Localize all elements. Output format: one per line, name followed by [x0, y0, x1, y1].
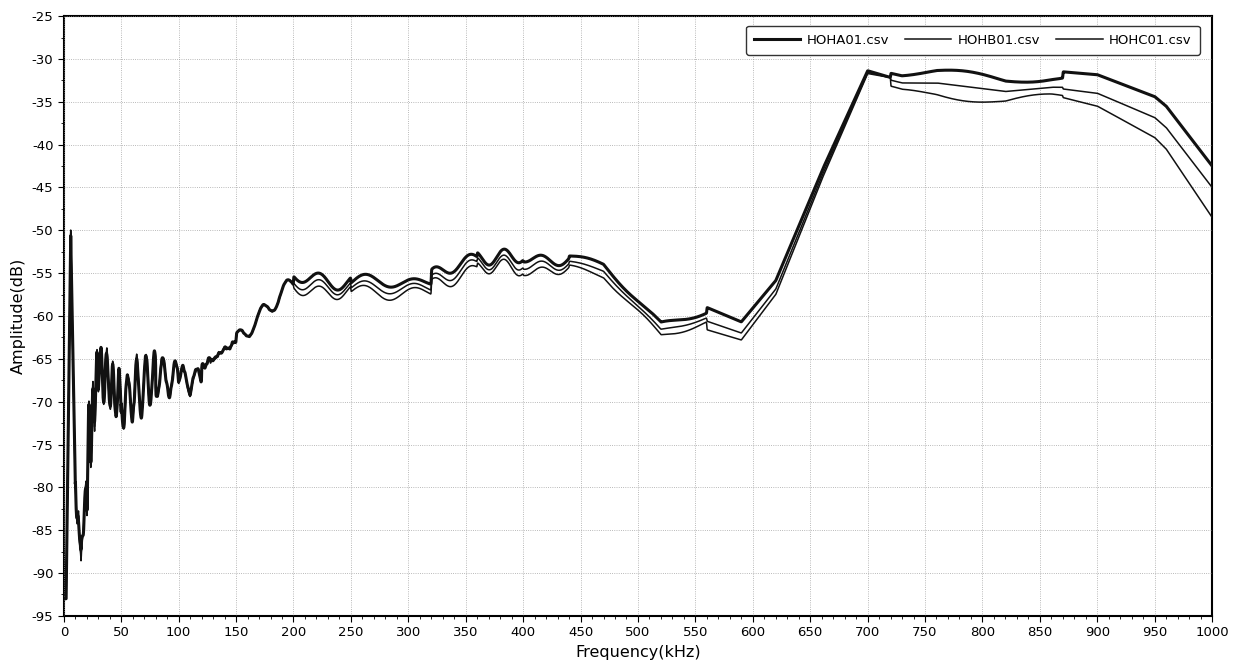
HOHC01.csv [472, 257, 487, 265]
HOHC01.csv [57, 595, 72, 603]
HOHC01.csv [1204, 183, 1219, 191]
HOHB01.csv [786, 246, 801, 254]
HOHA01.csv [908, 70, 923, 79]
HOHC01.csv [861, 68, 875, 76]
HOHA01.csv [115, 419, 130, 427]
HOHA01.csv [941, 66, 956, 74]
HOHA01.csv [57, 595, 72, 603]
Line: HOHC01.csv: HOHC01.csv [64, 72, 1211, 599]
HOHA01.csv [786, 234, 801, 242]
HOHC01.csv [115, 417, 130, 425]
HOHA01.csv [737, 315, 751, 323]
HOHC01.csv [786, 241, 801, 249]
HOHC01.csv [970, 84, 985, 92]
HOHC01.csv [737, 326, 751, 334]
HOHB01.csv [115, 415, 130, 423]
Line: HOHB01.csv: HOHB01.csv [64, 74, 1211, 599]
HOHC01.csv [908, 79, 923, 87]
Line: HOHA01.csv: HOHA01.csv [64, 70, 1211, 599]
HOHA01.csv [472, 252, 487, 260]
Y-axis label: Amplitude(dB): Amplitude(dB) [11, 258, 26, 374]
HOHA01.csv [1204, 162, 1219, 170]
Legend: HOHA01.csv, HOHB01.csv, HOHC01.csv: HOHA01.csv, HOHB01.csv, HOHC01.csv [746, 25, 1200, 54]
HOHB01.csv [472, 262, 487, 270]
HOHB01.csv [861, 70, 875, 78]
X-axis label: Frequency(kHz): Frequency(kHz) [575, 645, 701, 660]
HOHB01.csv [908, 87, 923, 95]
HOHB01.csv [970, 98, 985, 106]
HOHB01.csv [737, 333, 751, 341]
HOHA01.csv [970, 69, 985, 77]
HOHB01.csv [57, 595, 72, 603]
HOHB01.csv [1204, 213, 1219, 221]
